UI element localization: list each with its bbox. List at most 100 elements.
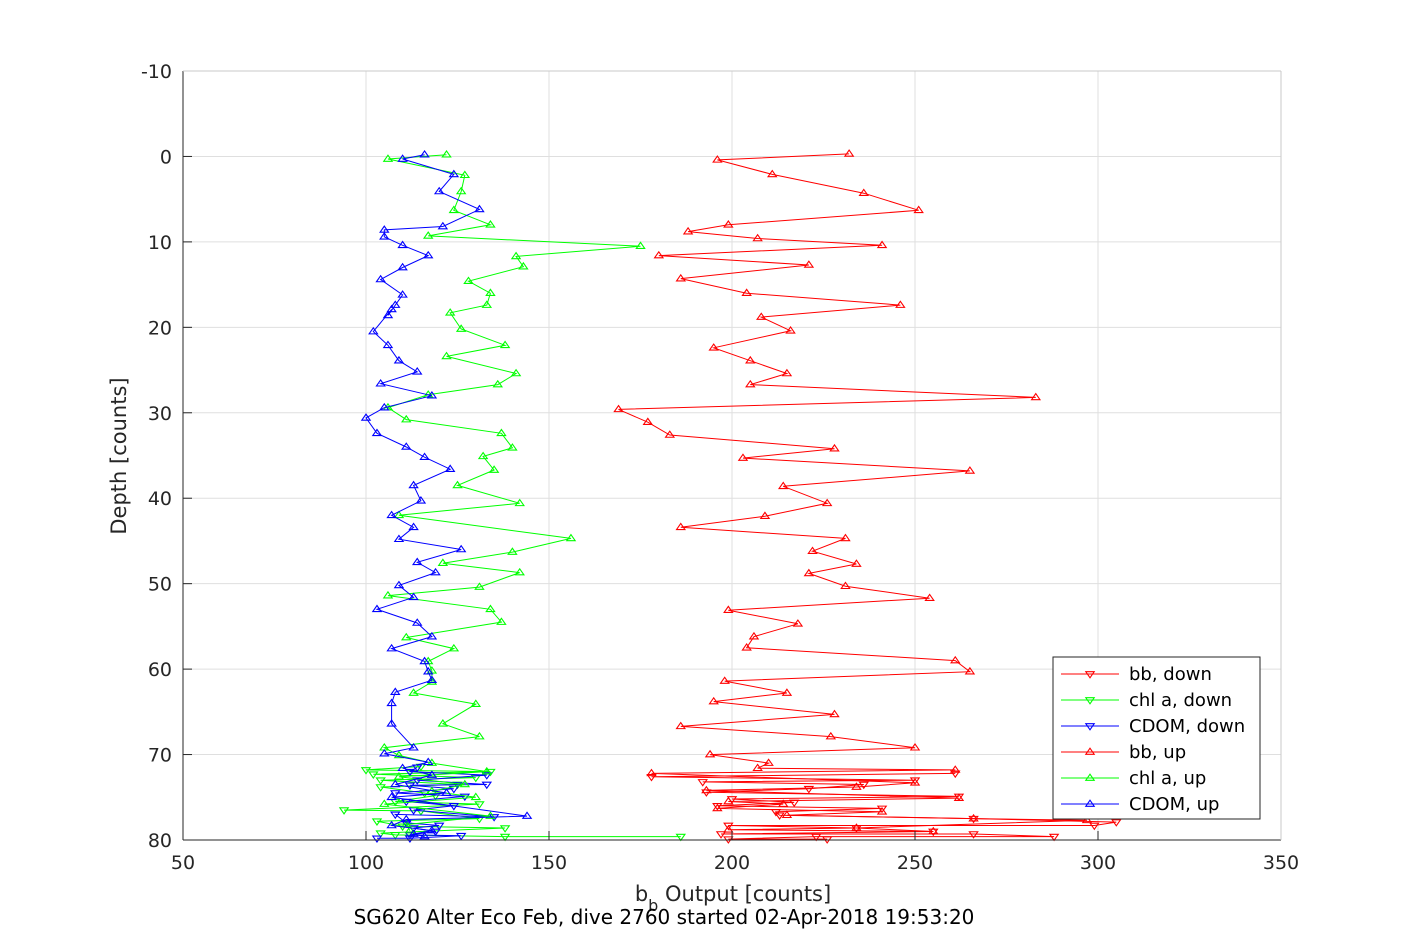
data-point-cdom-down (390, 811, 401, 820)
data-point-chl-a-up (514, 567, 525, 576)
legend-entry-cdom-down: CDOM, down (1061, 716, 1245, 737)
data-point-bb-up (675, 273, 687, 282)
data-point-bb-up (829, 443, 840, 452)
legend-entry-cdom-up: CDOM, up (1061, 794, 1219, 815)
data-point-bb-down (909, 777, 921, 785)
legend-marker (1084, 799, 1096, 807)
x-axis-label-subscript: b (648, 896, 658, 915)
data-point-bb-up (950, 655, 961, 664)
data-point-chl-a-up (565, 533, 577, 542)
data-point-bb-up (785, 326, 796, 334)
data-point-bb-up (1030, 392, 1042, 401)
data-point-bb-up (851, 823, 862, 831)
data-point-chl-a-up (507, 443, 518, 451)
data-point-cdom-up (386, 719, 397, 727)
legend: bb, down chl a, down CDOM, down bb, up chl a… (1052, 656, 1261, 820)
y-tick-label: 0 (160, 146, 172, 168)
data-point-bb-up (723, 825, 734, 833)
data-point-chl-a-up (514, 498, 525, 507)
data-point-chl-a-up (448, 205, 460, 214)
data-point-chl-a-down (360, 767, 372, 775)
tick-labels: 50 100 150 200 250 300 350 -10 0 10 20 30 40 50 60 70 80 (141, 61, 1299, 874)
series-line-chl-a-down (343, 766, 681, 838)
legend-label: chl a, down (1129, 690, 1232, 711)
data-point-cdom-up (441, 788, 452, 796)
data-point-chl-a-up (408, 688, 419, 696)
data-point-chl-a-up (488, 465, 500, 473)
data-point-chl-a-up (426, 758, 438, 766)
legend-marker (1084, 697, 1096, 705)
data-point-bb-down (774, 812, 785, 820)
data-point-bb-up (701, 785, 712, 794)
data-point-cdom-down (371, 835, 383, 844)
data-point-bb-up (807, 546, 818, 555)
data-point-chl-a-up (463, 276, 474, 285)
data-point-bb-up (792, 619, 804, 627)
data-point-cdom-up (379, 232, 390, 240)
data-point-bb-up (741, 288, 752, 296)
data-point-bb-up (851, 559, 862, 567)
data-point-bb-up (909, 778, 921, 786)
data-point-bb-up (895, 300, 906, 308)
data-point-chl-a-down (470, 774, 482, 783)
data-point-bb-up (964, 466, 976, 474)
data-point-chl-a-up (422, 231, 434, 239)
data-point-bb-up (767, 169, 778, 178)
data-point-bb-up (675, 522, 687, 531)
data-point-bb-up (876, 240, 888, 249)
data-point-bb-up (708, 343, 719, 351)
data-point-bb-up (924, 593, 935, 602)
series-cdom-up (360, 149, 533, 840)
data-point-chl-a-up (455, 186, 467, 195)
legend-marker (1084, 773, 1096, 781)
data-point-cdom-up (408, 592, 419, 601)
data-point-chl-a-up (510, 368, 522, 377)
data-point-cdom-up (448, 169, 460, 178)
legend-label: bb, up (1129, 742, 1186, 763)
data-point-bb-up (821, 498, 833, 507)
data-point-chl-a-up (481, 766, 493, 775)
data-point-chl-a-up (441, 351, 452, 360)
data-point-bb-down (712, 803, 723, 811)
data-point-chl-a-up (635, 241, 646, 249)
data-point-cdom-up (419, 656, 430, 665)
y-axis-label: Depth [counts] (107, 377, 131, 534)
data-point-chl-a-up (452, 480, 463, 489)
data-point-chl-a-up (477, 451, 489, 460)
data-point-cdom-up (455, 544, 467, 553)
data-point-cdom-up (371, 428, 383, 437)
data-point-cdom-up (386, 698, 397, 707)
data-point-cdom-up (401, 814, 412, 823)
data-point-bb-up (712, 803, 723, 812)
data-point-bb-up (968, 813, 979, 822)
data-point-cdom-up (390, 300, 401, 308)
data-point-cdom-up (426, 825, 438, 834)
series-layer (338, 149, 1122, 844)
y-tick-label: 40 (148, 488, 172, 510)
x-tick-label: 200 (714, 852, 750, 874)
y-tick-label: 30 (148, 403, 172, 425)
data-point-cdom-down (455, 832, 467, 841)
data-point-bb-down (950, 770, 961, 779)
data-point-chl-a-down (338, 807, 350, 815)
x-tick-label: 350 (1263, 852, 1299, 874)
data-point-chl-a-up (474, 582, 485, 590)
data-point-cdom-up (444, 464, 456, 472)
data-point-bb-up (843, 149, 855, 157)
data-point-bb-down (851, 825, 862, 833)
data-point-bb-down (1111, 819, 1122, 827)
data-point-cdom-up (393, 534, 405, 543)
data-point-bb-up (653, 250, 665, 259)
data-point-bb-up (682, 226, 694, 235)
data-point-bb-up (840, 533, 851, 542)
data-point-bb-up (840, 581, 851, 590)
data-point-bb-down (858, 781, 870, 790)
data-point-cdom-up (375, 274, 386, 283)
data-point-chl-a-up (499, 340, 511, 349)
data-point-bb-up (851, 782, 862, 790)
data-point-cdom-up (426, 770, 438, 778)
data-point-chl-a-down (474, 801, 485, 809)
data-point-bb-up (777, 481, 789, 490)
data-point-chl-a-up (496, 617, 507, 625)
data-point-chl-a-up (437, 719, 449, 727)
